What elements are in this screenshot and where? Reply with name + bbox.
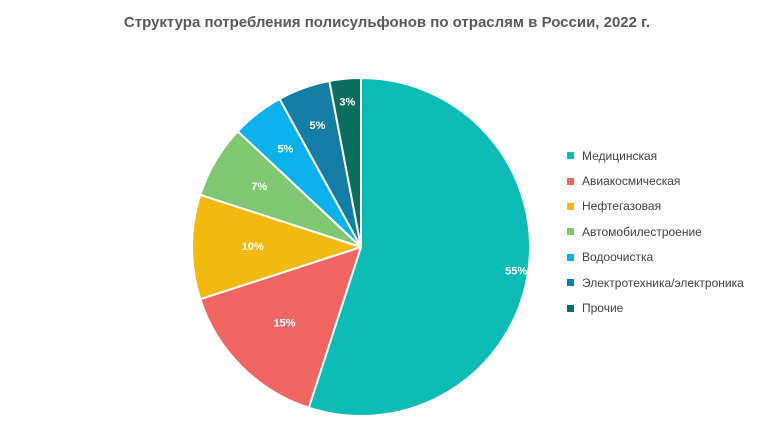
legend-swatch: [567, 202, 574, 210]
data-label-7: 3%: [339, 96, 355, 108]
chart-title: Структура потребления полисульфонов по о…: [123, 14, 651, 31]
pie-slice-7: [328, 76, 362, 248]
data-label-3: 10%: [242, 241, 264, 253]
data-label-4: 7%: [251, 181, 267, 193]
legend-item: Автомобилестроение: [567, 219, 744, 244]
legend-label: Авиакосмическая: [582, 174, 681, 189]
legend-swatch: [567, 304, 574, 312]
legend-label: Электротехника/электроника: [582, 275, 744, 290]
legend-item: Медицинская: [567, 143, 744, 168]
data-label-6: 5%: [310, 120, 326, 132]
data-label-5: 5%: [277, 144, 293, 156]
legend-label: Прочие: [582, 301, 624, 316]
legend-swatch: [567, 279, 574, 287]
legend-item: Водоочистка: [567, 245, 744, 270]
data-label-2: 15%: [273, 318, 295, 330]
data-label-1: 55%: [505, 266, 527, 278]
legend-swatch: [567, 152, 574, 160]
legend-item: Нефтегазовая: [567, 194, 744, 219]
legend-item: Прочие: [567, 295, 744, 320]
legend-swatch: [567, 177, 574, 185]
legend-label: Водоочистка: [582, 250, 654, 265]
pie-slices: [191, 76, 531, 417]
legend-item: Электротехника/электроника: [567, 270, 744, 295]
pie-slice-1: [307, 77, 531, 417]
pie-slice-3: [191, 193, 362, 301]
legend-swatch: [567, 228, 574, 236]
legend-label: Нефтегазовая: [582, 199, 662, 214]
pie-data-labels: 55% 15% 10% 7% 5% 5% 3%: [242, 96, 528, 329]
legend-item: Авиакосмическая: [567, 168, 744, 193]
legend-swatch: [567, 253, 574, 261]
legend-label: Автомобилестроение: [582, 224, 702, 239]
legend-label: Медицинская: [582, 148, 658, 163]
chart-legend: Медицинская Авиакосмическая Нефтегазовая Ав…: [567, 143, 744, 321]
